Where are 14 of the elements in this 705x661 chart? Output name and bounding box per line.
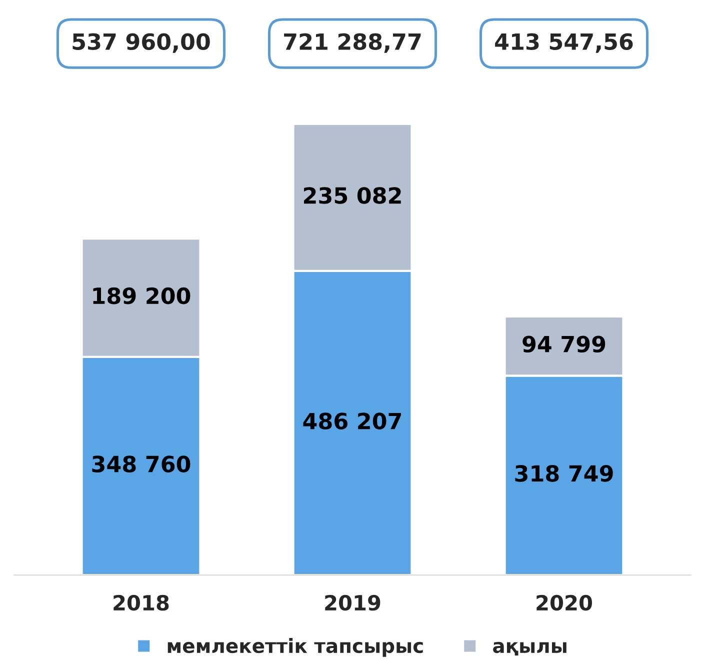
data-label: 235 082 (304, 187, 401, 204)
x-tick-label: 2020 (536, 594, 592, 611)
data-label: 94 799 (522, 336, 606, 352)
text: 413 547,56 (495, 33, 633, 53)
text: 721 288,77 (284, 33, 421, 53)
x-tick-label: 2019 (325, 594, 380, 611)
text: 537 960,00 (72, 33, 210, 53)
data-label: 348 760 (92, 456, 190, 472)
data-label: 189 200 (93, 287, 190, 304)
legend-label: ақылы (493, 642, 566, 656)
data-label: 486 207 (303, 412, 401, 430)
x-tick-label: 2018 (114, 594, 169, 611)
legend-label: мемлекеттік тапсырыс (168, 638, 423, 657)
data-label: 318 749 (515, 465, 613, 482)
